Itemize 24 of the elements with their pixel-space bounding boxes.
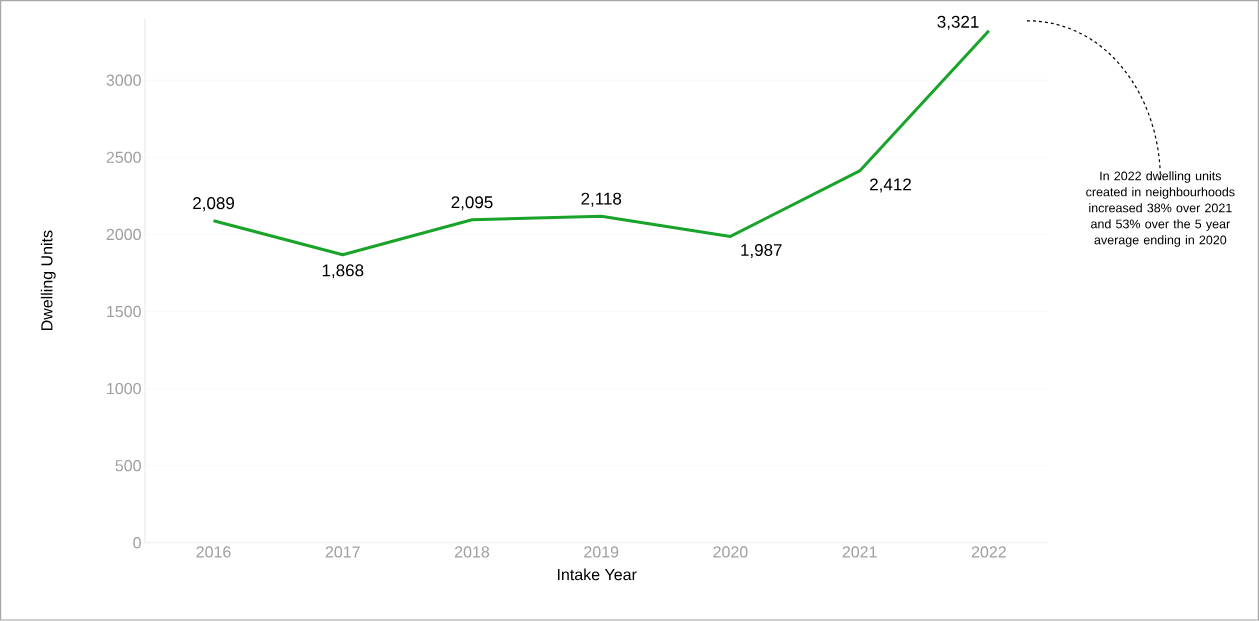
y-tick-label: 1500	[107, 305, 141, 318]
y-tick-label: 2500	[106, 151, 141, 164]
data-label: 2,412	[870, 178, 911, 193]
data-label: 1,868	[322, 264, 364, 279]
data-label: 2,089	[193, 197, 235, 212]
y-tick-label: 1000	[107, 383, 141, 395]
y-tick-label: 0	[133, 537, 141, 549]
data-label: 3,321	[937, 15, 979, 30]
data-label: 1,987	[741, 244, 782, 259]
data-label: 2,095	[451, 196, 493, 211]
x-tick-label: 2019	[584, 546, 619, 558]
y-tick-label: 3000	[106, 74, 141, 87]
y-tick-label: 500	[115, 460, 141, 472]
text: In 2022 dwelling units created in neighbourhoods increased 38% over 2021 and 53% over the 5 year average ending in 2020	[1086, 171, 1235, 247]
x-axis-title: Intake Year	[557, 568, 637, 581]
x-tick-label: 2022	[971, 546, 1006, 558]
data-label: 2,118	[581, 192, 622, 207]
x-tick-label: 2017	[325, 546, 360, 558]
x-tick-label: 2021	[842, 546, 877, 558]
y-axis-title: Dwelling Units	[40, 230, 56, 331]
y-tick-label: 2000	[106, 228, 141, 241]
x-tick-label: 2016	[196, 546, 231, 558]
x-tick-label: 2018	[454, 546, 490, 558]
x-tick-label: 2020	[713, 546, 748, 558]
